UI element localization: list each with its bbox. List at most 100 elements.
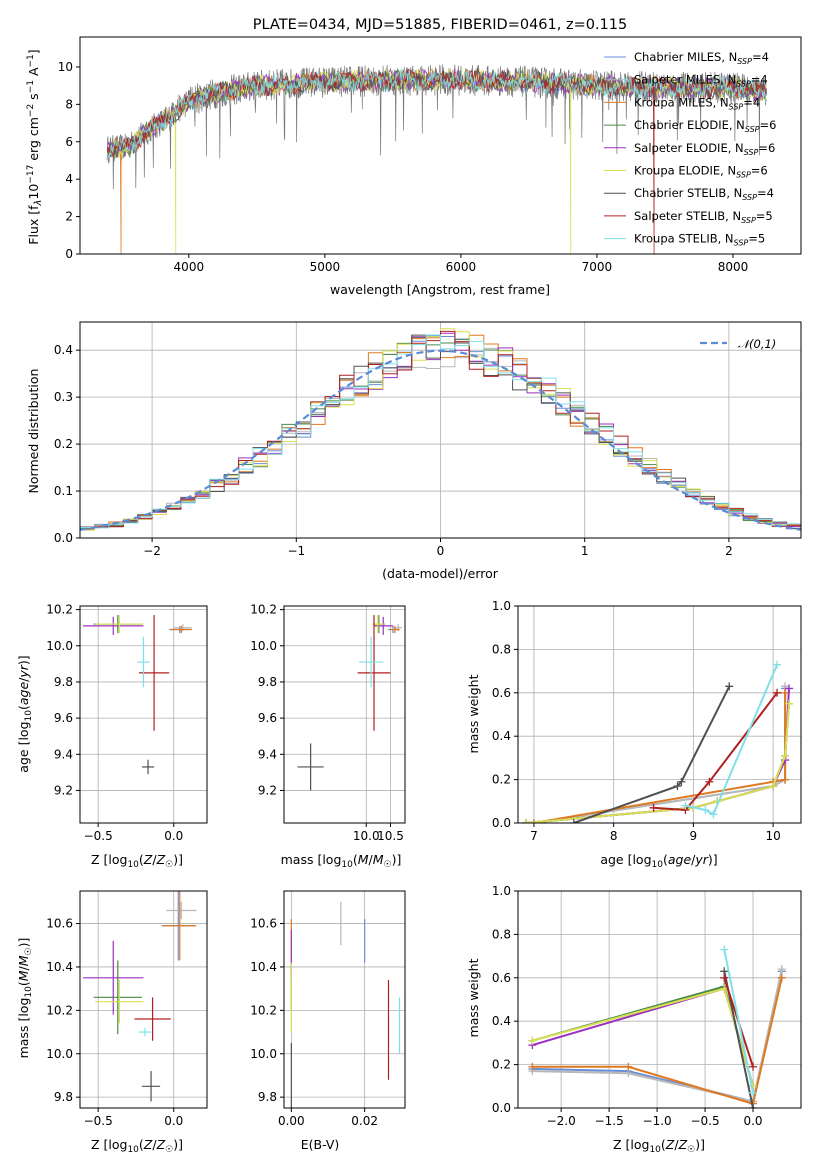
age-vs-mass-chart: 10.010.59.29.49.69.810.010.2 [250,603,406,843]
weight-marker [749,1088,758,1097]
weight-marker [720,973,729,982]
svg-text:Z [log10(Z/Z☉)]: Z [log10(Z/Z☉)] [613,1137,705,1155]
plot-area [290,901,401,1108]
weight-marker [681,801,690,810]
svg-text:age [log10(age/yr)]: age [log10(age/yr)] [16,655,34,772]
y-tick-label: 10.2 [46,603,73,617]
y-tick-label: 0.2 [492,773,511,787]
legend-label: 𝒩(0,1) [738,337,776,351]
weight-line-kroupa-miles [533,692,787,823]
x-tick-label: −1.0 [643,1114,672,1128]
y-tick-label: 10.2 [46,1003,73,1017]
y-tick-label: 2 [65,210,73,224]
svg-text:mass [log10(M/M☉)]: mass [log10(M/M☉)] [16,938,34,1059]
legend-label: Salpeter MILES, NSSP=4 [634,73,768,89]
x-tick-label: 0.02 [351,1114,378,1128]
y-tick-label: 0 [65,247,73,261]
y-tick-label: 0.6 [492,971,511,985]
y-tick-label: 9.6 [258,711,277,725]
plot-area [528,945,786,1108]
y-tick-label: 10.6 [46,917,73,931]
mass-vs-metallicity-chart: −0.5 0.0 9.8 10.0 10.2 10.4 10.6 [46,890,208,1128]
legend-label: Chabrier ELODIE, NSSP=6 [634,118,776,134]
axes-frame [517,890,802,1109]
y-tick-label: 4 [65,172,73,186]
axes-frame [517,605,802,824]
y-tick-label: 9.4 [54,747,73,761]
weight-marker [677,777,686,786]
y-tick-label: 9.8 [258,1090,277,1104]
y-tick-label: 10.0 [46,639,73,653]
x-tick-label: 10.5 [377,829,404,843]
x-tick-label: 2 [725,544,733,558]
mass-vs-ebv-chart: 0.00 0.02 9.8 10.0 10.2 10.4 10.6 [250,890,406,1128]
plot-area [297,615,403,791]
weight-marker [777,973,786,982]
y-tick-label: 0.4 [492,1014,511,1028]
weight-marker [785,699,794,708]
x-tick-label: 7000 [582,260,613,274]
normal-distribution-curve [80,349,801,531]
x-tick-label: −0.5 [84,1114,113,1128]
y-tick-label: 0.0 [492,1101,511,1115]
y-tick-label: 0.1 [54,484,73,498]
y-tick-label: 0.2 [54,437,73,451]
weight-marker [709,810,718,819]
model-spectrum-kroupa-stelib [106,67,768,158]
y-tick-label: 10.2 [250,1003,277,1017]
y-tick-label: 0.0 [54,531,73,545]
y-tick-label: 0.8 [492,927,511,941]
weight-marker [720,945,729,954]
mass-ebv-xlabel: E(B-V) [301,1137,340,1152]
x-tick-label: 9 [690,829,698,843]
age-vs-metallicity-chart: −0.5 0.0 9.2 9.4 9.6 9.8 10.0 10.2 [46,603,208,843]
weight-marker [781,688,790,697]
x-tick-label: 6000 [446,260,477,274]
weight-line-kroupa-elodie [525,703,790,823]
weight-marker [701,805,710,814]
legend-label: Kroupa STELIB, NSSP=5 [634,232,765,248]
legend-label: Kroupa ELODIE, NSSP=6 [634,164,768,180]
histogram-kroupa-stelib [80,334,801,532]
residuals-xlabel: (data-model)/error [382,566,499,581]
x-tick-label: 0 [437,544,445,558]
x-tick-label: 1 [581,544,589,558]
weight-line-salpeter-elodie [525,688,790,823]
y-tick-label: 10.0 [250,1047,277,1061]
y-tick-label: 9.8 [258,675,277,689]
weight-line-kroupa-stelib [723,949,754,1093]
spectrum-xlabel: wavelength [Angstrom, rest frame] [330,282,550,297]
weight-age-xlabel: age [log10(age/yr)] [600,852,717,870]
y-tick-label: 0.0 [492,816,511,830]
model-spectrum-salpeter-stelib [106,68,767,254]
y-tick-label: 8 [65,97,73,111]
x-tick-label: 10 [765,829,780,843]
y-tick-label: 0.4 [492,729,511,743]
y-tick-label: 6 [65,135,73,149]
y-tick-label: 0.8 [492,642,511,656]
y-tick-label: 9.6 [54,711,73,725]
y-tick-label: 9.8 [54,1090,73,1104]
svg-text:Z [log10(Z/Z☉)]: Z [log10(Z/Z☉)] [91,1137,183,1155]
y-tick-label: 1.0 [492,599,511,613]
plot-area [521,660,794,823]
y-tick-label: 9.8 [54,675,73,689]
weight-line-kroupa-miles [532,977,783,1105]
axes-frame [79,605,208,824]
svg-text:age [log10(age/yr)]: age [log10(age/yr)] [600,852,717,870]
weight-marker [777,965,786,974]
legend-label: Salpeter ELODIE, NSSP=6 [634,141,775,157]
spectrum-ylabel: Flux [fλ10−17 erg cm−2 s−1 A−1] [26,49,44,244]
figure-title: PLATE=0434, MJD=51885, FIBERID=0461, z=0… [253,17,627,33]
x-tick-label: 8 [610,829,618,843]
x-tick-label: −2.0 [547,1114,576,1128]
residuals-ylabel: Normed distribution [26,369,41,494]
y-tick-label: 0.4 [54,343,73,357]
x-tick-label: 5000 [310,260,341,274]
y-tick-label: 10 [58,60,73,74]
y-tick-label: 0.6 [492,686,511,700]
x-tick-label: 4000 [174,260,205,274]
weight-marker [673,782,682,791]
mass-weight-vs-age-chart: 7 8 9 10 0.0 0.2 0.4 0.6 0.8 1.0 [492,599,802,843]
x-tick-label: −2 [143,544,161,558]
